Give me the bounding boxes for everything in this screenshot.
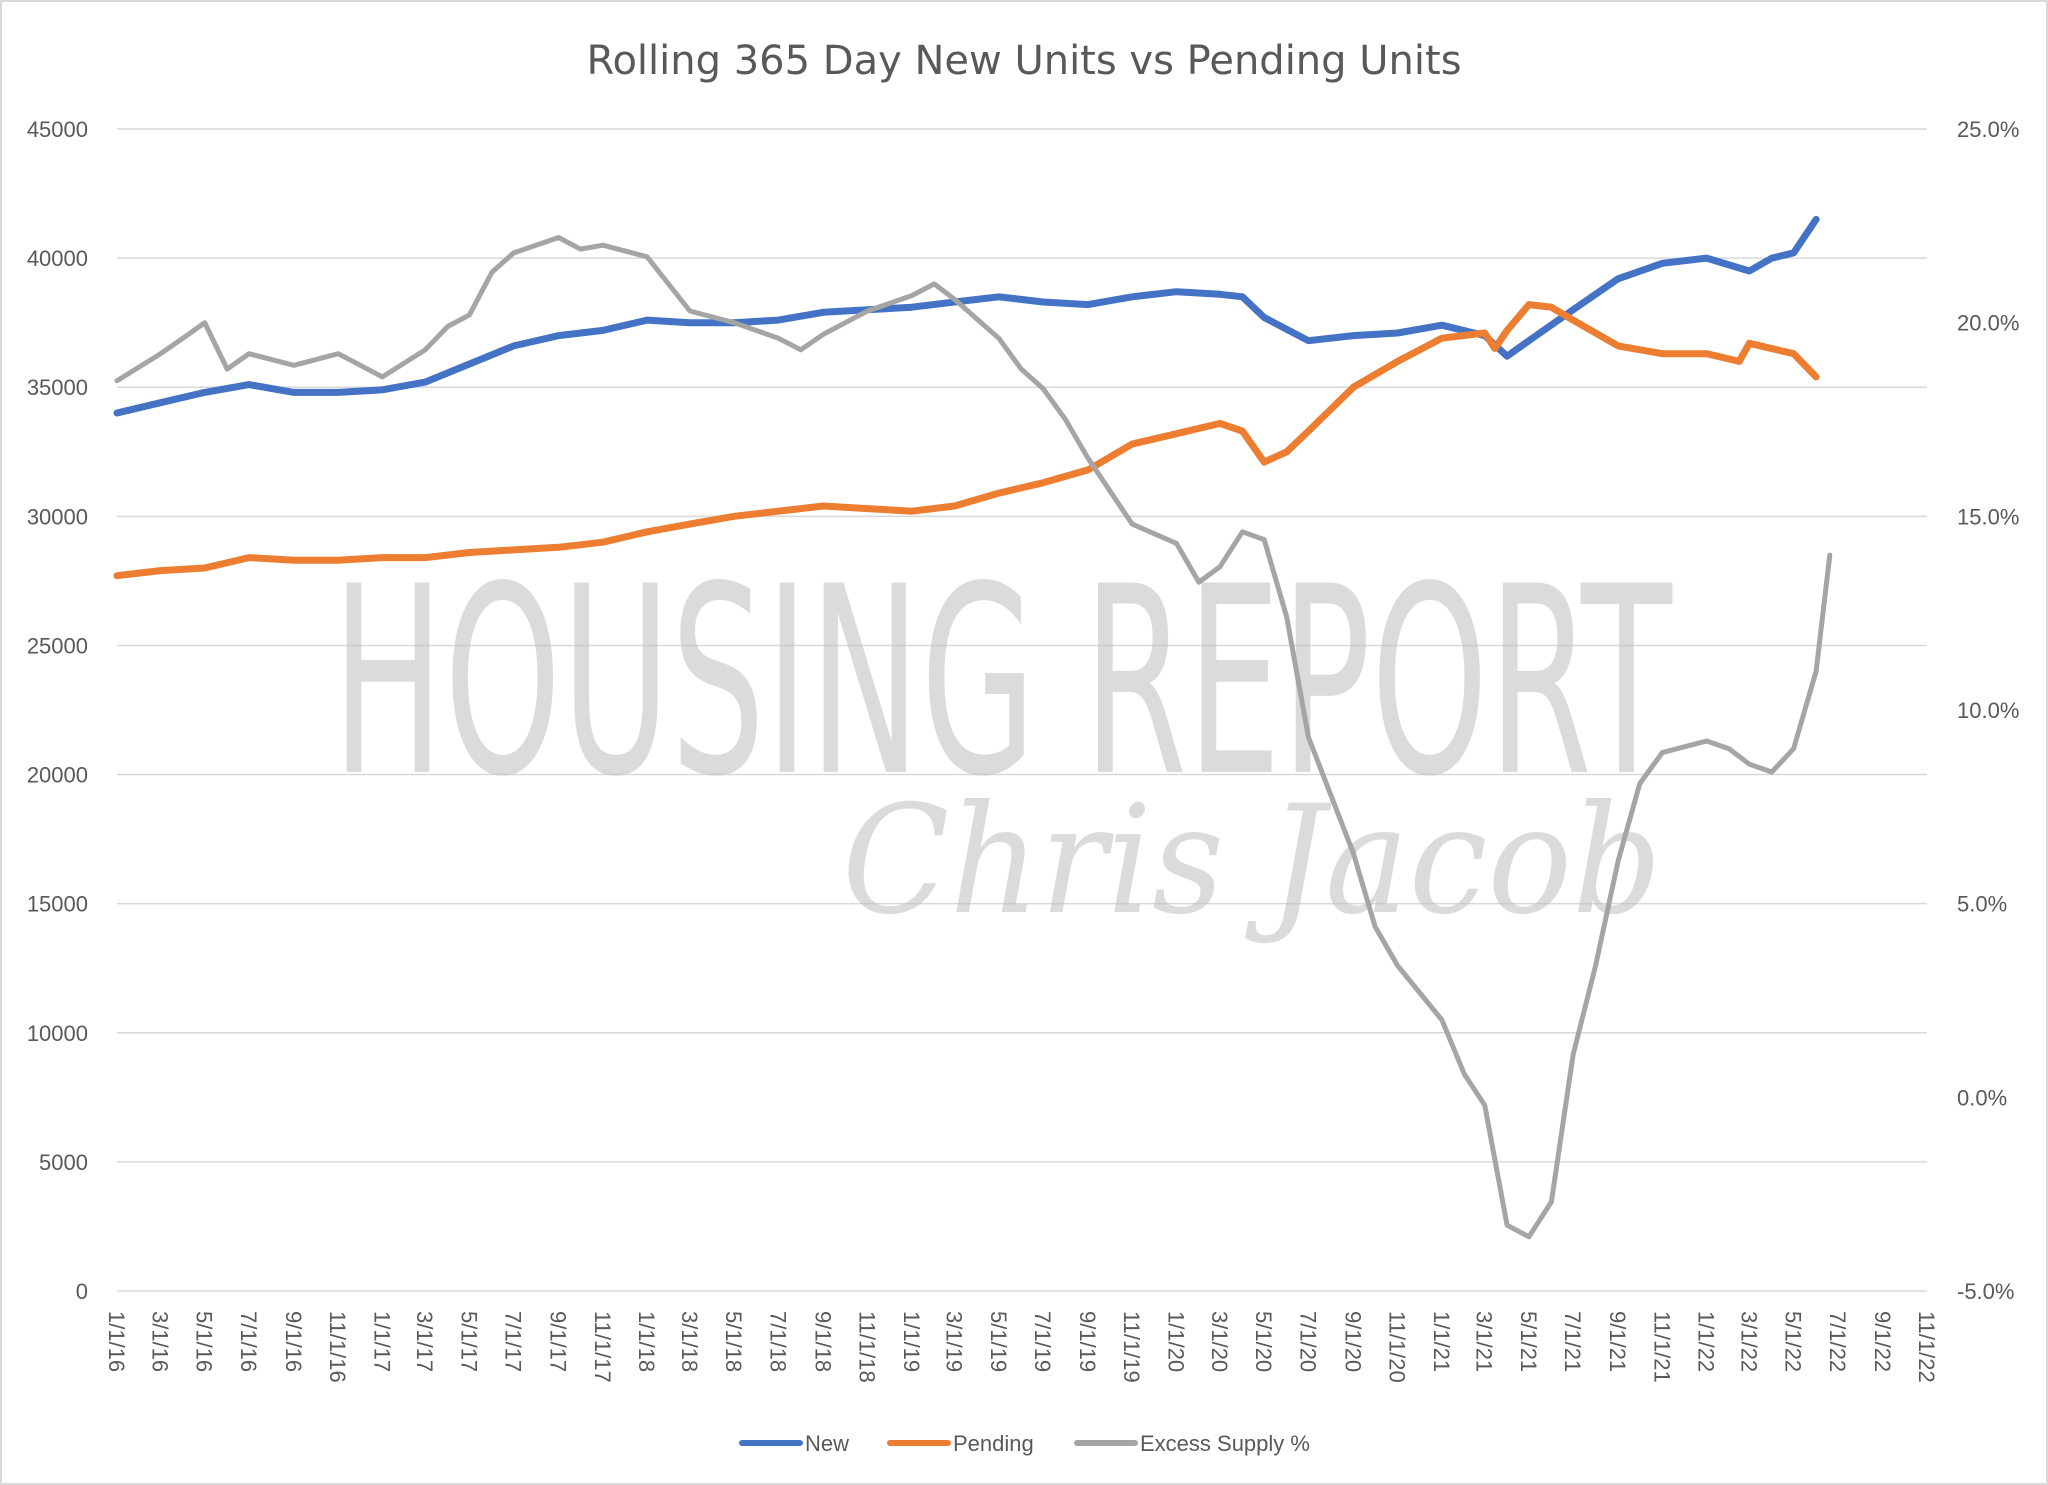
x-tick-label: 7/1/18 (765, 1311, 790, 1372)
left-tick-label: 5000 (39, 1150, 88, 1175)
x-tick-label: 11/1/18 (855, 1311, 880, 1383)
x-tick-label: 9/1/21 (1605, 1311, 1630, 1372)
x-tick-label: 11/1/20 (1385, 1311, 1410, 1383)
x-tick-label: 9/1/18 (810, 1311, 835, 1372)
x-tick-label: 5/1/19 (986, 1311, 1011, 1372)
x-tick-label: 3/1/17 (412, 1311, 437, 1372)
left-tick-label: 0 (76, 1279, 88, 1304)
right-axis: -5.0% 0.0% 5.0% 10.0% 15.0% 20.0% 25.0% (1957, 117, 2019, 1304)
right-tick-label: 25.0% (1957, 117, 2019, 142)
right-tick-label: 15.0% (1957, 504, 2019, 529)
x-tick-label: 5/1/16 (192, 1311, 217, 1372)
x-tick-label: 11/1/16 (325, 1311, 350, 1383)
right-tick-label: 10.0% (1957, 698, 2019, 723)
x-tick-label: 3/1/18 (677, 1311, 702, 1372)
left-axis: 0 5000 10000 15000 20000 25000 30000 35000 40000… (27, 117, 88, 1304)
series-lines (113, 215, 1833, 1240)
left-tick-label: 20000 (27, 763, 88, 788)
x-tick-label: 1/1/22 (1694, 1311, 1719, 1372)
watermark-chris-jacob: Chris Jacob (842, 774, 1662, 948)
right-tick-label: 20.0% (1957, 311, 2019, 336)
watermark-housing-report: HOUSING REPORT (332, 532, 1674, 834)
x-tick-label: 5/1/18 (721, 1311, 746, 1372)
x-tick-label: 7/1/22 (1825, 1311, 1850, 1372)
x-tick-label: 3/1/20 (1207, 1311, 1232, 1372)
x-tick-label: 1/1/16 (104, 1311, 129, 1372)
x-tick-label: 1/1/18 (634, 1311, 659, 1372)
x-tick-label: 5/1/17 (456, 1311, 481, 1372)
left-tick-label: 45000 (27, 117, 88, 142)
left-tick-label: 30000 (27, 504, 88, 529)
x-tick-label: 9/1/17 (546, 1311, 571, 1372)
x-tick-label: 9/1/22 (1870, 1311, 1895, 1372)
x-tick-label: 1/1/17 (369, 1311, 394, 1372)
x-tick-label: 7/1/17 (501, 1311, 526, 1372)
x-tick-label: 3/1/21 (1472, 1311, 1497, 1372)
left-tick-label: 15000 (27, 892, 88, 917)
x-tick-label: 11/1/17 (590, 1311, 615, 1383)
x-tick-label: 3/1/22 (1736, 1311, 1761, 1372)
legend-label-excess-supply: Excess Supply % (1140, 1431, 1310, 1456)
x-tick-label: 5/1/21 (1516, 1311, 1541, 1372)
x-tick-label: 7/1/16 (236, 1311, 261, 1372)
x-tick-label: 9/1/20 (1340, 1311, 1365, 1372)
x-tick-label: 1/1/21 (1429, 1311, 1454, 1372)
chart-title: Rolling 365 Day New Units vs Pending Uni… (586, 38, 1461, 84)
series-line-excess-supply (114, 235, 1833, 1240)
x-tick-label: 5/1/22 (1781, 1311, 1806, 1372)
x-tick-label: 7/1/20 (1295, 1311, 1320, 1372)
left-tick-label: 10000 (27, 1021, 88, 1046)
legend-label-pending: Pending (953, 1431, 1034, 1456)
legend-label-new: New (805, 1431, 849, 1456)
right-tick-label: 5.0% (1957, 892, 2007, 917)
x-tick-label: 3/1/19 (942, 1311, 967, 1372)
x-axis: 1/1/16 3/1/16 5/1/16 7/1/16 9/1/16 11/1/16 1/1… (104, 1311, 1939, 1383)
left-tick-label: 25000 (27, 633, 88, 658)
x-tick-label: 1/1/20 (1163, 1311, 1188, 1372)
watermark: HOUSING REPORT Chris Jacob (332, 532, 1674, 948)
x-tick-label: 3/1/16 (148, 1311, 173, 1372)
x-tick-label: 7/1/19 (1030, 1311, 1055, 1372)
x-tick-label: 9/1/19 (1075, 1311, 1100, 1372)
x-tick-label: 9/1/16 (281, 1311, 306, 1372)
x-tick-label: 5/1/20 (1251, 1311, 1276, 1372)
series-line-new (113, 215, 1820, 417)
gridlines (117, 128, 1927, 1292)
right-tick-label: 0.0% (1957, 1085, 2007, 1110)
left-tick-label: 40000 (27, 246, 88, 271)
x-tick-label: 11/1/21 (1649, 1311, 1674, 1383)
left-tick-label: 35000 (27, 375, 88, 400)
legend: New Pending Excess Supply % (739, 1431, 1310, 1456)
right-tick-label: -5.0% (1957, 1279, 2014, 1304)
x-tick-label: 11/1/19 (1119, 1311, 1144, 1383)
x-tick-label: 1/1/19 (899, 1311, 924, 1372)
series-line-pending (113, 301, 1820, 580)
x-tick-label: 7/1/21 (1560, 1311, 1585, 1372)
x-tick-label: 11/1/22 (1914, 1311, 1939, 1383)
